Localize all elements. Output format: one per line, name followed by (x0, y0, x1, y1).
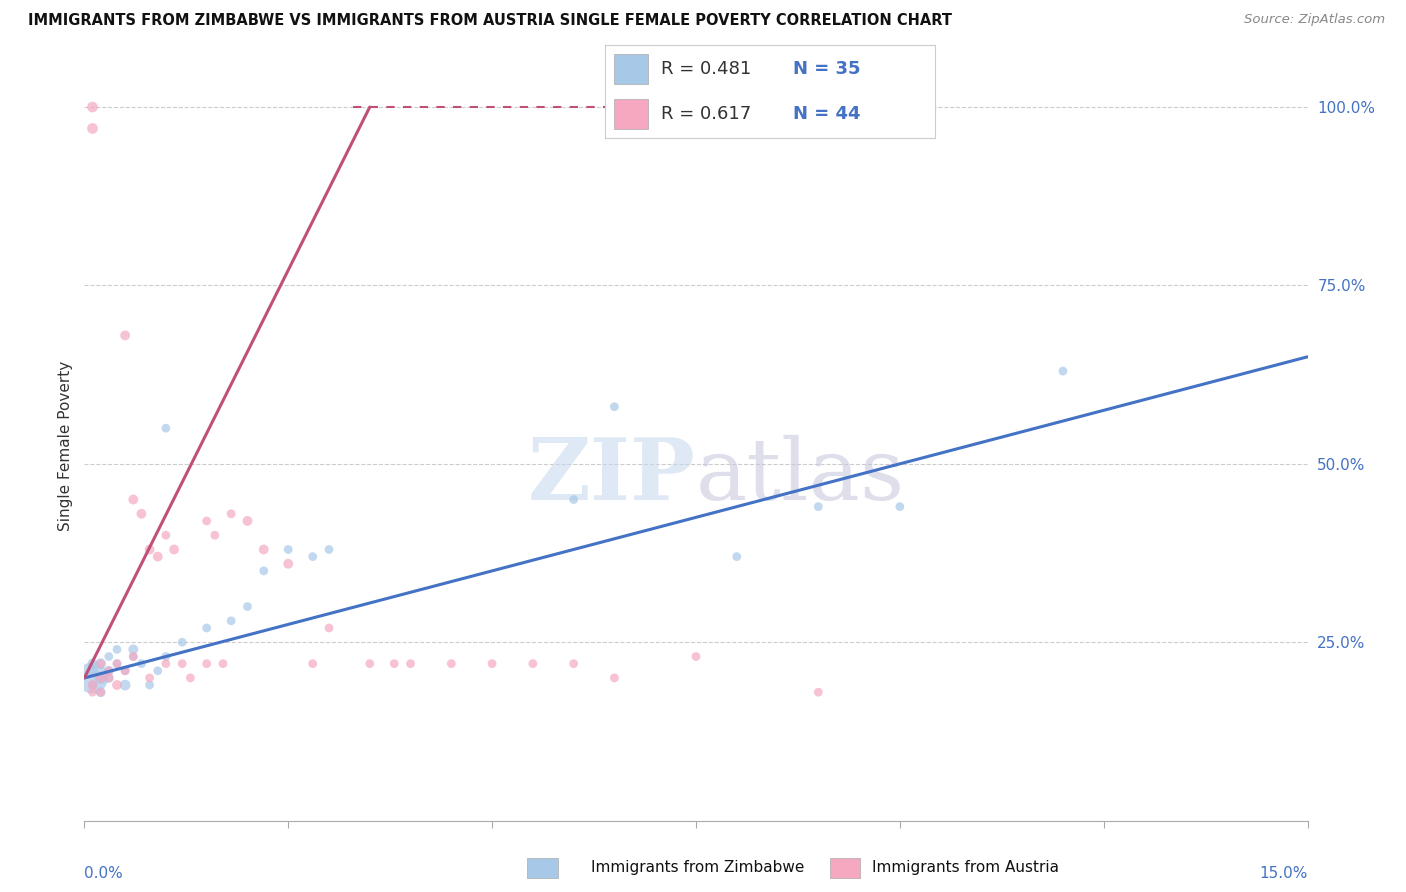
Text: R = 0.481: R = 0.481 (661, 60, 751, 78)
Point (97, 664, 120, 678)
Point (562, 492, 585, 507)
Point (155, 649, 177, 664)
Point (359, 657, 381, 671)
Point (204, 528, 226, 542)
Point (382, 657, 405, 671)
Point (122, 642, 145, 657)
Point (277, 557, 299, 571)
Point (122, 649, 145, 664)
Point (399, 657, 422, 671)
Y-axis label: Single Female Poverty: Single Female Poverty (58, 361, 73, 531)
Point (97, 649, 120, 664)
Text: 15.0%: 15.0% (1260, 865, 1308, 880)
Point (90, 657, 112, 671)
Point (236, 514, 259, 528)
Point (105, 678, 128, 692)
Point (82, 685, 104, 699)
Point (172, 635, 194, 649)
Text: Source: ZipAtlas.com: Source: ZipAtlas.com (1244, 13, 1385, 27)
Point (179, 671, 201, 685)
Point (82, 671, 104, 685)
Point (163, 542, 186, 557)
Point (82, 657, 104, 671)
FancyBboxPatch shape (614, 99, 648, 129)
Point (90, 671, 112, 685)
Point (318, 542, 340, 557)
Point (725, 549, 748, 564)
Point (889, 500, 911, 514)
Point (82, 121, 104, 136)
Point (131, 507, 153, 521)
Point (219, 507, 242, 521)
Point (172, 657, 194, 671)
Point (212, 657, 235, 671)
Point (114, 664, 136, 678)
Point (155, 528, 177, 542)
Point (90, 685, 112, 699)
Point (685, 649, 707, 664)
Point (562, 657, 585, 671)
Text: N = 35: N = 35 (793, 60, 860, 78)
Point (195, 514, 218, 528)
Point (603, 671, 626, 685)
Point (138, 678, 160, 692)
FancyBboxPatch shape (614, 54, 648, 84)
Point (114, 678, 136, 692)
Text: ZIP: ZIP (529, 434, 696, 518)
Point (155, 421, 177, 435)
Point (277, 542, 299, 557)
Point (522, 657, 544, 671)
Point (481, 657, 503, 671)
Point (122, 649, 145, 664)
Point (122, 492, 145, 507)
Text: Immigrants from Zimbabwe: Immigrants from Zimbabwe (591, 860, 804, 874)
Point (236, 599, 259, 614)
Point (105, 657, 128, 671)
Point (253, 564, 276, 578)
Text: N = 44: N = 44 (793, 105, 860, 123)
Point (219, 614, 242, 628)
Text: IMMIGRANTS FROM ZIMBABWE VS IMMIGRANTS FROM AUSTRIA SINGLE FEMALE POVERTY CORREL: IMMIGRANTS FROM ZIMBABWE VS IMMIGRANTS F… (28, 13, 952, 29)
Point (138, 671, 160, 685)
Point (82, 664, 104, 678)
Text: atlas: atlas (696, 434, 905, 517)
Point (138, 542, 160, 557)
Point (318, 621, 340, 635)
Point (82, 678, 104, 692)
Text: 0.0%: 0.0% (84, 865, 124, 880)
Point (603, 400, 626, 414)
Point (82, 678, 104, 692)
Point (195, 621, 218, 635)
Point (807, 500, 830, 514)
Point (90, 685, 112, 699)
Point (131, 657, 153, 671)
Point (301, 549, 323, 564)
Text: Immigrants from Austria: Immigrants from Austria (872, 860, 1059, 874)
Point (114, 664, 136, 678)
Point (90, 671, 112, 685)
Point (97, 671, 120, 685)
Point (90, 657, 112, 671)
Text: R = 0.617: R = 0.617 (661, 105, 751, 123)
Point (440, 657, 463, 671)
Point (105, 642, 128, 657)
Point (82, 100, 104, 114)
Point (195, 657, 218, 671)
Point (253, 542, 276, 557)
Point (114, 328, 136, 343)
Point (146, 664, 169, 678)
Point (105, 657, 128, 671)
Point (97, 664, 120, 678)
Point (1052, 364, 1074, 378)
Point (97, 671, 120, 685)
Point (301, 657, 323, 671)
Point (155, 657, 177, 671)
Point (807, 685, 830, 699)
Point (146, 549, 169, 564)
